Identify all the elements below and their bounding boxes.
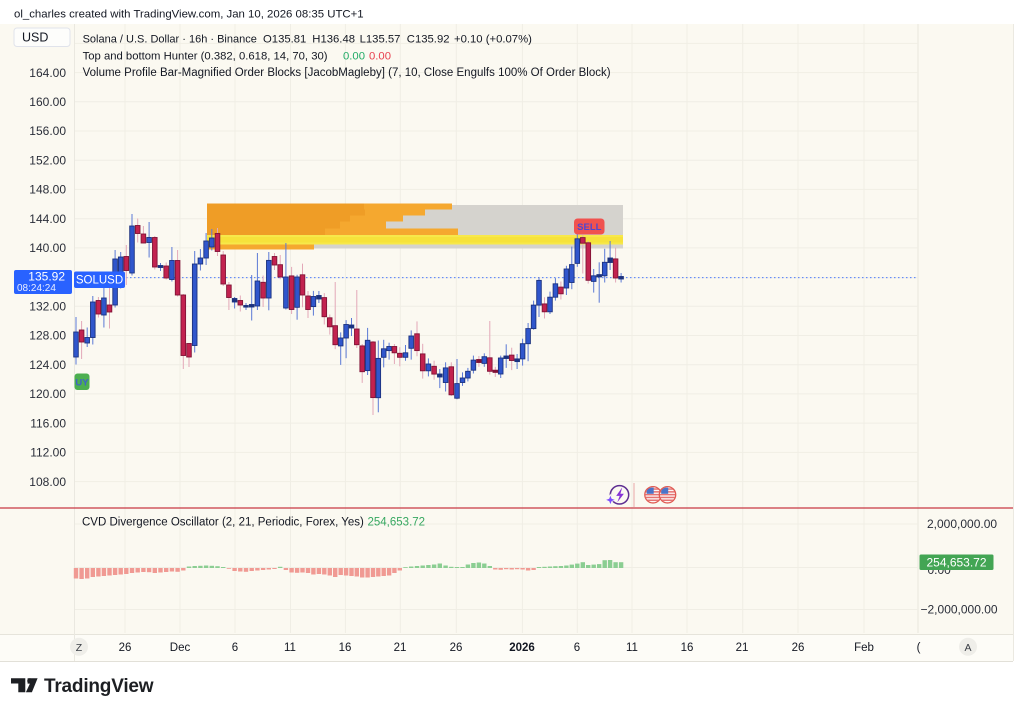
svg-text:116.00: 116.00 bbox=[30, 416, 66, 430]
svg-text:ol_charles created with Tradin: ol_charles created with TradingView.com,… bbox=[14, 9, 364, 21]
svg-text:124.00: 124.00 bbox=[29, 358, 66, 372]
svg-text:SOLUSD: SOLUSD bbox=[76, 275, 123, 287]
svg-text:26: 26 bbox=[450, 642, 463, 654]
svg-text:156.00: 156.00 bbox=[29, 124, 66, 138]
svg-text:(: ( bbox=[917, 642, 921, 654]
svg-text:21: 21 bbox=[736, 642, 749, 654]
svg-text:+0.10 (+0.07%): +0.10 (+0.07%) bbox=[454, 34, 532, 46]
svg-text:132.00: 132.00 bbox=[29, 300, 66, 314]
svg-text:08:24:24: 08:24:24 bbox=[17, 283, 56, 294]
svg-text:O135.81: O135.81 bbox=[263, 34, 306, 46]
svg-text:254,653.72: 254,653.72 bbox=[926, 555, 986, 569]
svg-text:160.00: 160.00 bbox=[29, 95, 66, 109]
svg-text:254,653.72: 254,653.72 bbox=[368, 517, 426, 529]
svg-text:112.00: 112.00 bbox=[30, 446, 66, 460]
svg-text:108.00: 108.00 bbox=[29, 475, 66, 489]
svg-text:16: 16 bbox=[339, 642, 352, 654]
svg-text:−2,000,000.00: −2,000,000.00 bbox=[921, 602, 998, 616]
svg-text:0.00: 0.00 bbox=[369, 50, 391, 62]
svg-text:16: 16 bbox=[681, 642, 694, 654]
svg-text:6: 6 bbox=[574, 642, 580, 654]
svg-text:144.00: 144.00 bbox=[29, 212, 66, 226]
svg-text:USD: USD bbox=[22, 31, 48, 45]
svg-text:152.00: 152.00 bbox=[29, 153, 66, 167]
svg-text:135.92: 135.92 bbox=[28, 270, 65, 284]
svg-text:26: 26 bbox=[792, 642, 805, 654]
svg-text:H136.48: H136.48 bbox=[312, 34, 355, 46]
svg-text:UY: UY bbox=[75, 378, 89, 389]
svg-text:26: 26 bbox=[119, 642, 132, 654]
svg-text:L135.57: L135.57 bbox=[360, 34, 401, 46]
svg-text:2,000,000.00: 2,000,000.00 bbox=[927, 517, 997, 531]
svg-text:A: A bbox=[964, 642, 971, 654]
svg-text:11: 11 bbox=[284, 642, 296, 654]
svg-text:148.00: 148.00 bbox=[29, 183, 66, 197]
svg-text:Volume Profile Bar-Magnified O: Volume Profile Bar-Magnified Order Block… bbox=[83, 67, 611, 79]
svg-text:128.00: 128.00 bbox=[29, 329, 66, 343]
svg-text:6: 6 bbox=[232, 642, 238, 654]
svg-text:11: 11 bbox=[626, 642, 638, 654]
svg-text:CVD Divergence Oscillator (2,: CVD Divergence Oscillator (2, 21, Period… bbox=[82, 517, 364, 529]
svg-text:120.00: 120.00 bbox=[29, 387, 66, 401]
svg-text:SELL: SELL bbox=[577, 222, 601, 233]
svg-text:TradingView: TradingView bbox=[44, 676, 154, 697]
svg-text:0.00: 0.00 bbox=[343, 50, 365, 62]
svg-text:C135.92: C135.92 bbox=[407, 34, 450, 46]
svg-text:164.00: 164.00 bbox=[29, 66, 66, 80]
svg-text:140.00: 140.00 bbox=[29, 241, 66, 255]
svg-text:21: 21 bbox=[394, 642, 407, 654]
svg-text:Feb: Feb bbox=[854, 642, 874, 654]
svg-text:Dec: Dec bbox=[170, 642, 191, 654]
svg-text:Z: Z bbox=[76, 642, 83, 654]
svg-text:Top and bottom Hunter (0.382,: Top and bottom Hunter (0.382, 0.618, 14,… bbox=[83, 50, 328, 62]
svg-text:2026: 2026 bbox=[509, 642, 535, 654]
svg-text:Solana / U.S. Dollar · 16h · B: Solana / U.S. Dollar · 16h · Binance bbox=[83, 34, 257, 46]
